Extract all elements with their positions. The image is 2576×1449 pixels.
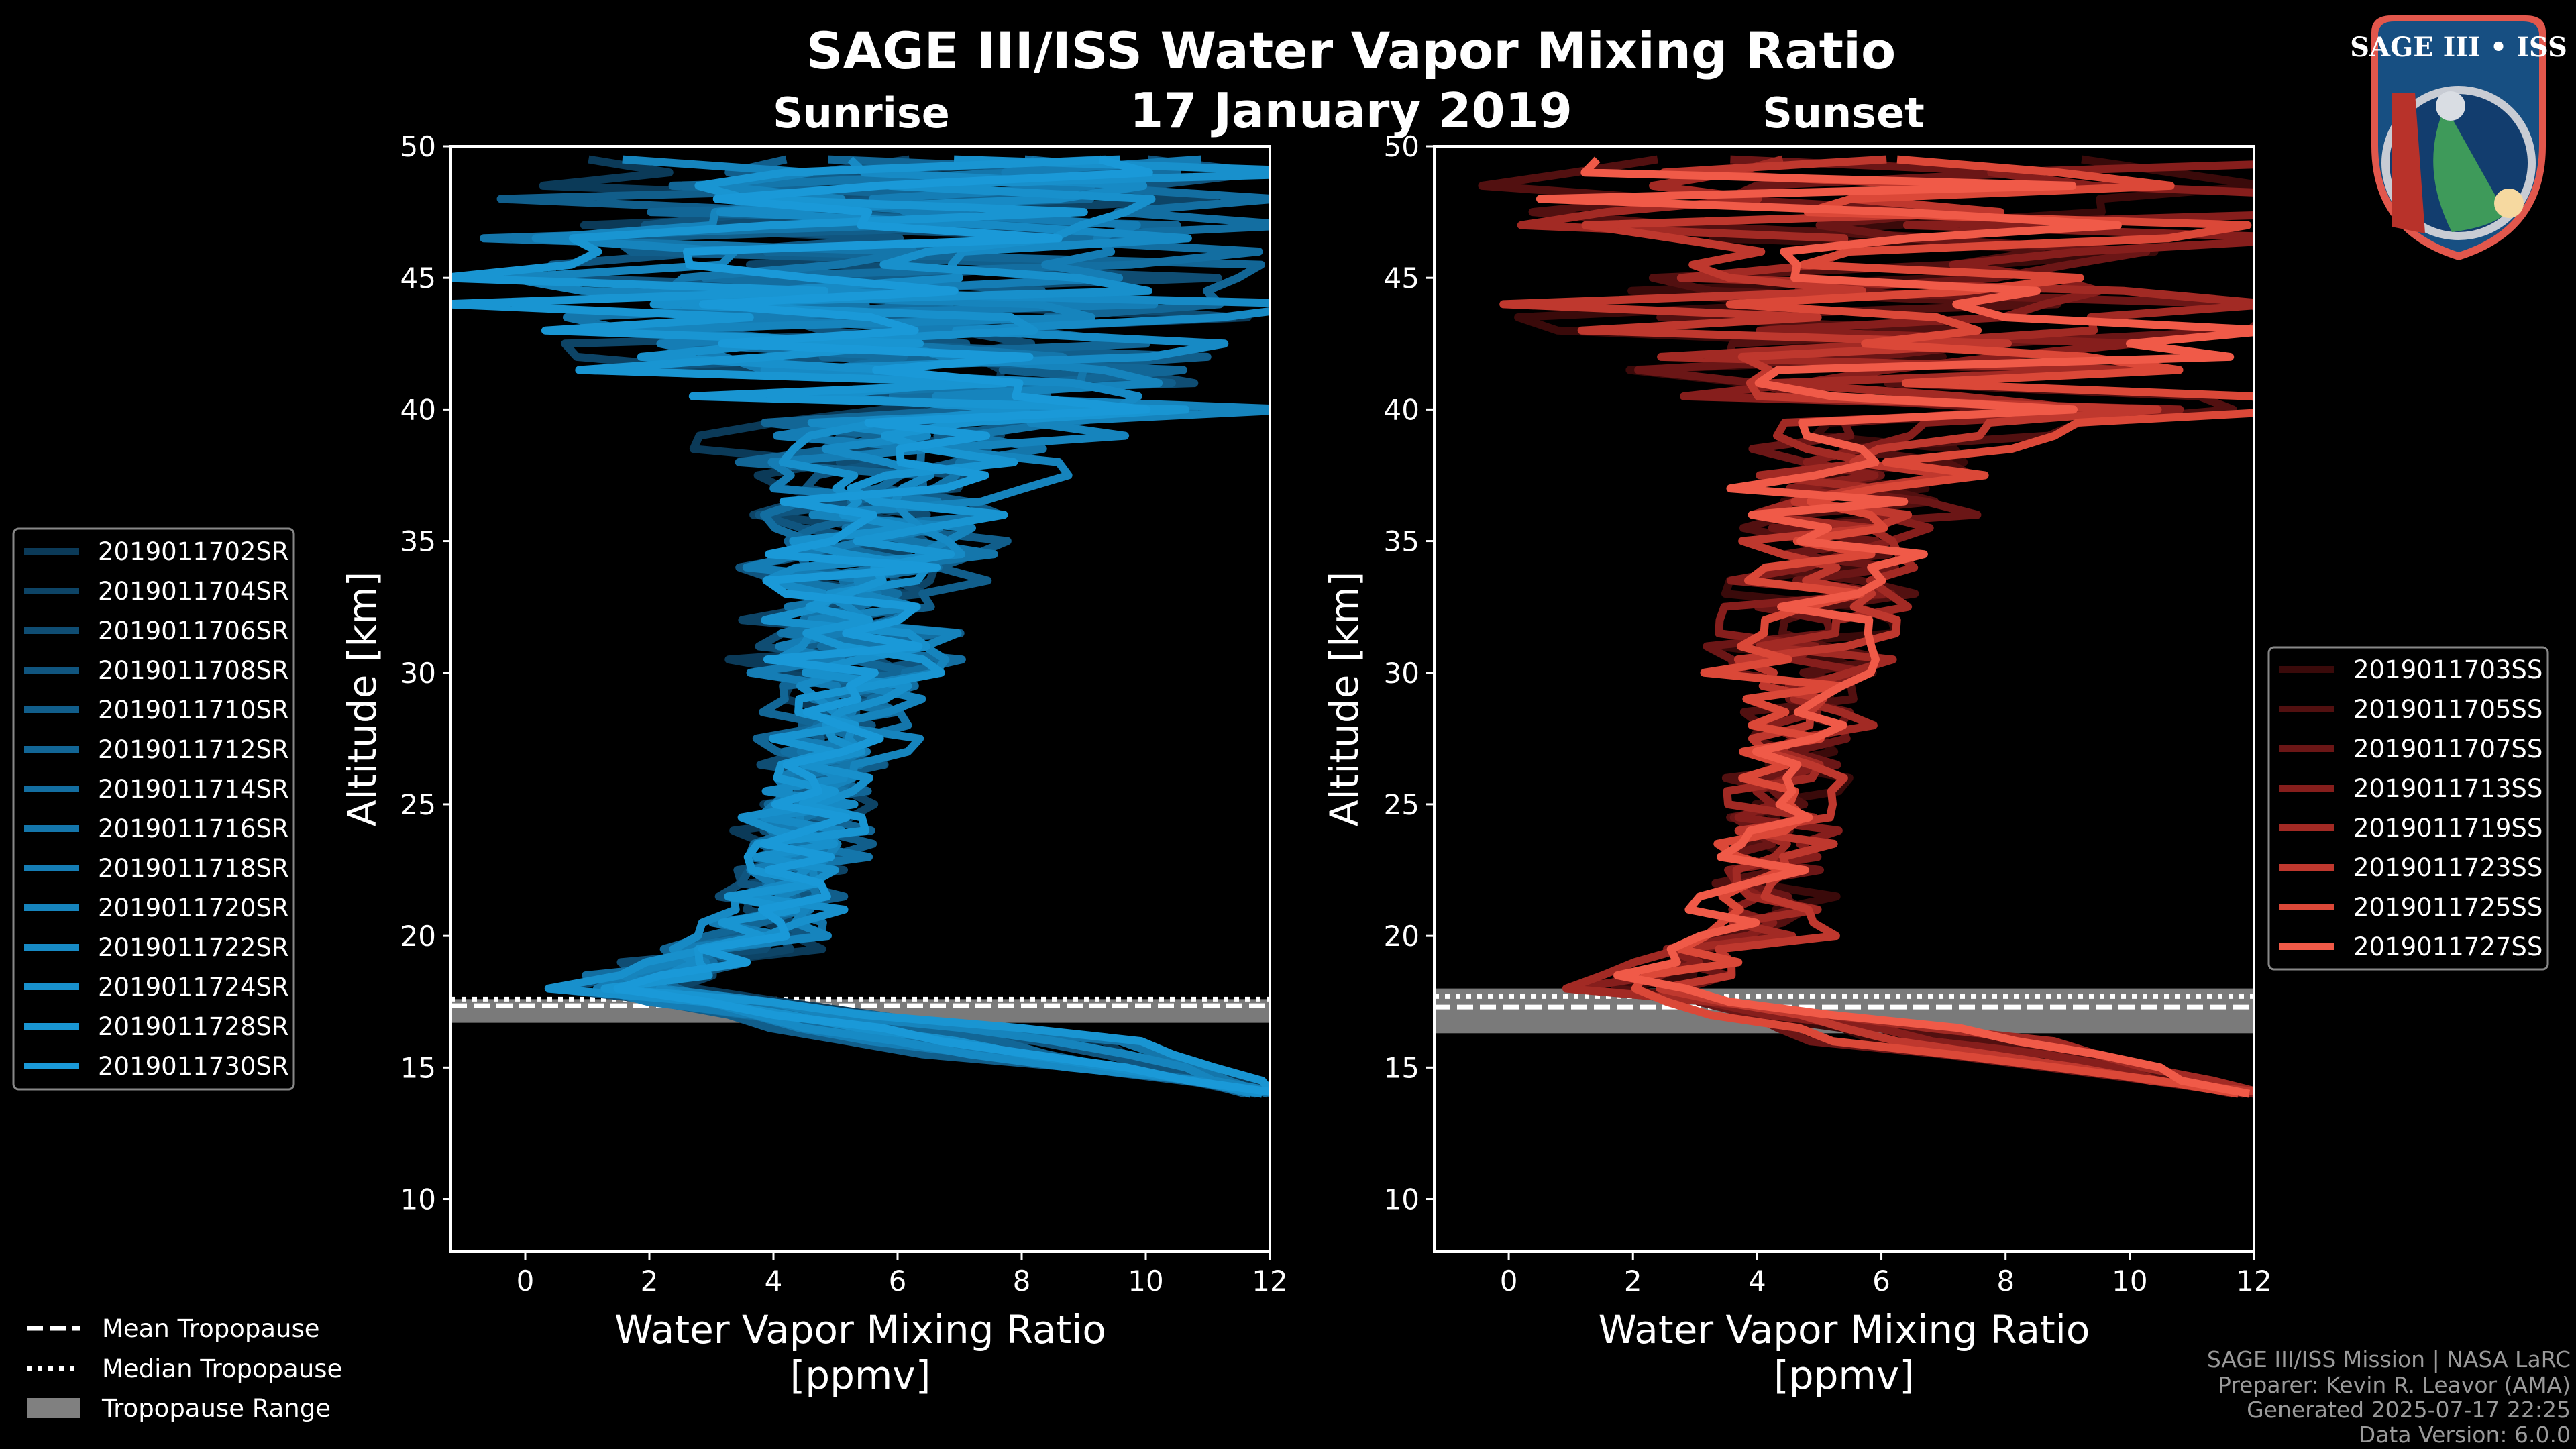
x-axis-unit-label: [ppmv] xyxy=(1774,1352,1915,1398)
x-tick-label: 12 xyxy=(1252,1265,1287,1297)
sunrise-axes: 0 2 4 6 8 10 12 10 15 20 25 30 35 40 45 50 Water Vapor M… xyxy=(339,130,1288,1398)
y-tick-label: 20 xyxy=(400,920,436,953)
y-tick-label: 35 xyxy=(400,525,436,558)
x-tick-label: 10 xyxy=(1128,1265,1163,1297)
y-tick-label: 45 xyxy=(1384,262,1419,294)
footer-line-preparer: Preparer: Kevin R. Leavor (AMA) xyxy=(2218,1372,2571,1398)
plot-area xyxy=(451,155,1270,1098)
sunset-legend: 2019011703SS 2019011705SS 2019011707SS 2019… xyxy=(2267,646,2549,971)
tropopause-range-swatch xyxy=(27,1398,80,1418)
x-tick-label: 8 xyxy=(1013,1265,1031,1297)
y-tick-label: 20 xyxy=(1384,920,1419,953)
y-tick-label: 45 xyxy=(400,262,436,294)
y-axis-label: Altitude [km] xyxy=(339,572,385,826)
legend-label: 2019011718SR xyxy=(98,854,289,883)
profile-line-2019011727SS xyxy=(1536,156,2254,1098)
x-tick-label: 6 xyxy=(889,1265,907,1297)
y-tick-label: 50 xyxy=(1384,130,1419,163)
x-tick-label: 2 xyxy=(1624,1265,1642,1297)
date-title: 17 January 2019 xyxy=(1130,83,1572,139)
legend-label: 2019011716SR xyxy=(98,814,289,843)
legend-label: 2019011705SS xyxy=(2353,695,2542,724)
x-tick-label: 8 xyxy=(1996,1265,2015,1297)
axes-frame xyxy=(1433,145,2255,1253)
x-axis-label: Water Vapor Mixing Ratio xyxy=(614,1307,1106,1352)
legend-label: 2019011703SS xyxy=(2353,655,2542,684)
legend-label: 2019011728SR xyxy=(98,1012,289,1041)
legend-label: 2019011704SR xyxy=(98,577,289,606)
x-tick-label: 4 xyxy=(765,1265,783,1297)
logo-text: SAGE III • ISS xyxy=(2350,32,2567,63)
x-tick-label: 0 xyxy=(1500,1265,1518,1297)
legend-label: 2019011713SS xyxy=(2353,774,2542,803)
footer-line-generated: Generated 2025-07-17 22:25 xyxy=(2247,1397,2571,1423)
figure-title: SAGE III/ISS Water Vapor Mixing Ratio xyxy=(806,21,1896,80)
legend-label: 2019011722SR xyxy=(98,933,289,962)
sunset-axes: 0 2 4 6 8 10 12 10 15 20 25 30 35 40 45 50 Water Vapor M… xyxy=(1322,130,2272,1398)
profile-line-2019011730SR xyxy=(613,155,1270,1096)
legend-label: 2019011710SR xyxy=(98,696,289,724)
legend-label: 2019011714SR xyxy=(98,775,289,804)
tropopause-range-label: Tropopause Range xyxy=(101,1394,331,1423)
median-tropopause-label: Median Tropopause xyxy=(102,1354,342,1383)
x-tick-label: 4 xyxy=(1748,1265,1766,1297)
mean-tropopause-label: Mean Tropopause xyxy=(102,1314,320,1343)
legend-label: 2019011725SS xyxy=(2353,893,2542,922)
x-tick-label: 12 xyxy=(2236,1265,2271,1297)
legend-label: 2019011719SS xyxy=(2353,814,2542,843)
y-tick-label: 10 xyxy=(400,1183,436,1216)
subplot-title-sunset: Sunset xyxy=(1762,89,1925,138)
y-tick-label: 10 xyxy=(1384,1183,1419,1216)
y-tick-label: 15 xyxy=(1384,1051,1419,1084)
tropopause-legend: Mean Tropopause Median Tropopause Tropop… xyxy=(27,1314,342,1423)
y-tick-label: 40 xyxy=(1384,393,1419,426)
y-tick-label: 40 xyxy=(400,393,436,426)
sunrise-legend: 2019011702SR 2019011704SR 2019011706SR 2019… xyxy=(12,527,295,1091)
legend-label: 2019011724SR xyxy=(98,973,289,1002)
footer-line-version: Data Version: 6.0.0 xyxy=(2359,1421,2571,1448)
y-axis-label: Altitude [km] xyxy=(1322,572,1367,826)
plot-area xyxy=(1434,155,2254,1098)
legend-label: 2019011706SR xyxy=(98,616,289,645)
legend-label: 2019011708SR xyxy=(98,656,289,685)
x-tick-label: 2 xyxy=(641,1265,659,1297)
x-tick-label: 10 xyxy=(2112,1265,2147,1297)
profile-line-2019011723SS xyxy=(1499,155,2254,1096)
y-tick-label: 25 xyxy=(400,788,436,821)
profile-line-2019011719SS xyxy=(1517,155,2254,1095)
y-tick-label: 15 xyxy=(400,1051,436,1084)
x-tick-label: 0 xyxy=(517,1265,535,1297)
subplot-title-sunrise: Sunrise xyxy=(773,89,950,138)
axes-frame xyxy=(449,145,1271,1253)
y-tick-label: 35 xyxy=(1384,525,1419,558)
x-tick-label: 6 xyxy=(1872,1265,1890,1297)
y-tick-label: 50 xyxy=(400,130,436,163)
sage-iii-iss-mission-logo: SAGE III • ISS xyxy=(2350,15,2567,260)
legend-label: 2019011712SR xyxy=(98,735,289,764)
legend-label: 2019011727SS xyxy=(2353,932,2542,961)
y-tick-label: 25 xyxy=(1384,788,1419,821)
y-tick-label: 30 xyxy=(1384,657,1419,690)
footer-credits: SAGE III/ISS Mission | NASA LaRC Prepare… xyxy=(2207,1346,2571,1448)
legend-label: 2019011723SS xyxy=(2353,853,2542,882)
legend-label: 2019011707SS xyxy=(2353,735,2542,763)
x-axis-label: Water Vapor Mixing Ratio xyxy=(1599,1307,2090,1352)
x-axis-unit-label: [ppmv] xyxy=(790,1352,931,1398)
legend-label: 2019011720SR xyxy=(98,894,289,922)
y-tick-label: 30 xyxy=(400,657,436,690)
legend-label: 2019011702SR xyxy=(98,537,289,566)
footer-line-mission: SAGE III/ISS Mission | NASA LaRC xyxy=(2207,1346,2571,1373)
legend-label: 2019011730SR xyxy=(98,1052,289,1081)
